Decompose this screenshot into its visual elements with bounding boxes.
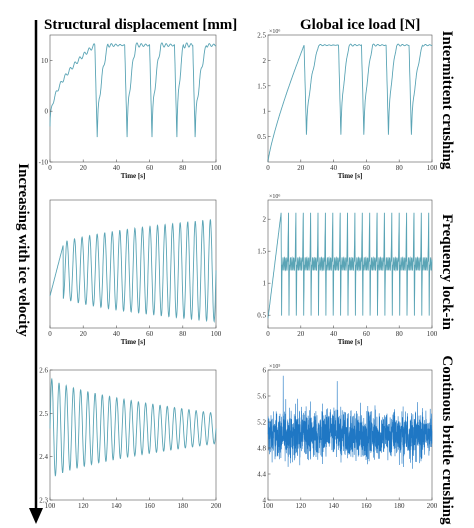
panel-load-brittle: 100 120 140 160 180 200 4 4.4 4.8 5.2 5.6 6 ×10⁵ [257,364,438,510]
x-tick-label: 0 [48,164,52,172]
row-label-intermittent: Intermittent crushing [439,31,455,170]
y-tick-label: 2.3 [39,497,48,505]
plot-frame [49,199,217,329]
y-tick-label: 5.2 [257,419,266,427]
y-tick-label: 1 [263,280,267,288]
y-exponent-label: ×10⁶ [269,29,280,35]
x-tick-label: 60 [363,164,371,172]
header-displacement: Structural displacement [mm] [44,17,237,33]
x-tick-label: 80 [396,164,404,172]
side-label-velocity: Increasing with ice velocity [15,163,31,337]
y-tick-label: 4.4 [257,471,266,479]
y-tick-label: 2.4 [39,453,48,461]
y-tick-label: 1.5 [257,82,266,90]
y-tick-label: 5.6 [257,393,266,401]
x-tick-label: 60 [146,330,154,338]
x-tick-label: 200 [427,502,438,510]
y-tick-label: 0.5 [257,312,266,320]
x-tick-label: 160 [361,502,372,510]
x-axis-label: Time [s] [121,172,146,180]
y-tick-label: 0.5 [257,133,266,141]
panel-load-intermittent: 0 20 40 60 80 100 0.5 1 1.5 2 2.5 ×10⁶ Time [s] [257,29,438,180]
series-line [49,377,217,477]
x-tick-label: 200 [211,502,222,510]
x-tick-label: 20 [80,164,88,172]
x-tick-label: 180 [178,502,189,510]
x-tick-label: 100 [263,502,274,510]
x-tick-label: 40 [113,164,121,172]
velocity-arrow-head [29,508,43,524]
x-tick-label: 80 [179,164,187,172]
plot-frame [49,34,217,163]
x-tick-label: 180 [394,502,405,510]
header-ice-load: Global ice load [N] [300,17,420,33]
x-tick-label: 100 [45,502,56,510]
panel-displacement-lockin: 0 20 40 60 80 100 Time [s] [48,199,222,346]
series-line [49,42,216,138]
y-tick-label: -10 [39,159,49,167]
x-tick-label: 120 [78,502,89,510]
x-tick-label: 20 [297,164,305,172]
x-tick-label: 100 [211,330,222,338]
x-tick-label: 40 [113,330,121,338]
y-exponent-label: ×10⁵ [269,364,280,370]
panel-displacement-brittle: 100 120 140 160 180 200 2.3 2.4 2.5 2.6 [39,367,222,511]
x-axis-label: Time [s] [121,338,146,346]
y-tick-label: 2 [263,57,267,65]
y-tick-label: 2 [263,216,267,224]
x-axis-label: Time [s] [338,338,363,346]
y-tick-label: 4 [263,497,267,505]
y-tick-label: 2.5 [257,32,266,40]
series-line [49,218,217,323]
x-tick-label: 20 [80,330,88,338]
x-tick-label: 160 [144,502,155,510]
y-exponent-label: ×10⁶ [269,194,280,200]
x-tick-label: 40 [330,330,338,338]
x-tick-label: 80 [396,330,404,338]
x-tick-label: 120 [296,502,307,510]
x-tick-label: 100 [211,164,222,172]
y-tick-label: 10 [41,57,49,65]
x-tick-label: 40 [330,164,338,172]
x-tick-label: 140 [328,502,339,510]
row-label-brittle: Continous brittle crushing [439,355,455,525]
series-line [267,212,433,319]
y-tick-label: 1.5 [257,248,266,256]
x-tick-label: 100 [427,164,438,172]
y-tick-label: 2.6 [39,367,48,375]
x-tick-label: 80 [179,330,187,338]
x-tick-label: 60 [363,330,371,338]
series-line [267,43,433,163]
y-tick-label: 2.5 [39,410,48,418]
y-tick-label: 4.8 [257,445,266,453]
x-tick-label: 20 [297,330,305,338]
x-axis-label: Time [s] [338,172,363,180]
plot-frame [49,369,217,501]
plot-frame [267,34,433,163]
x-tick-label: 140 [111,502,122,510]
x-tick-label: 100 [427,330,438,338]
y-tick-label: 0 [45,108,49,116]
y-tick-label: 6 [263,367,267,375]
y-tick-label: 1 [263,108,267,116]
row-label-lockin: Frequency lock-in [439,214,455,331]
x-tick-label: 0 [48,330,52,338]
x-tick-label: 0 [266,164,270,172]
x-tick-label: 0 [266,330,270,338]
series-line [267,375,433,469]
x-tick-label: 60 [146,164,154,172]
panel-load-lockin: 0 20 40 60 80 100 0.5 1 1.5 2 ×10⁶ Time [s] [257,194,438,346]
